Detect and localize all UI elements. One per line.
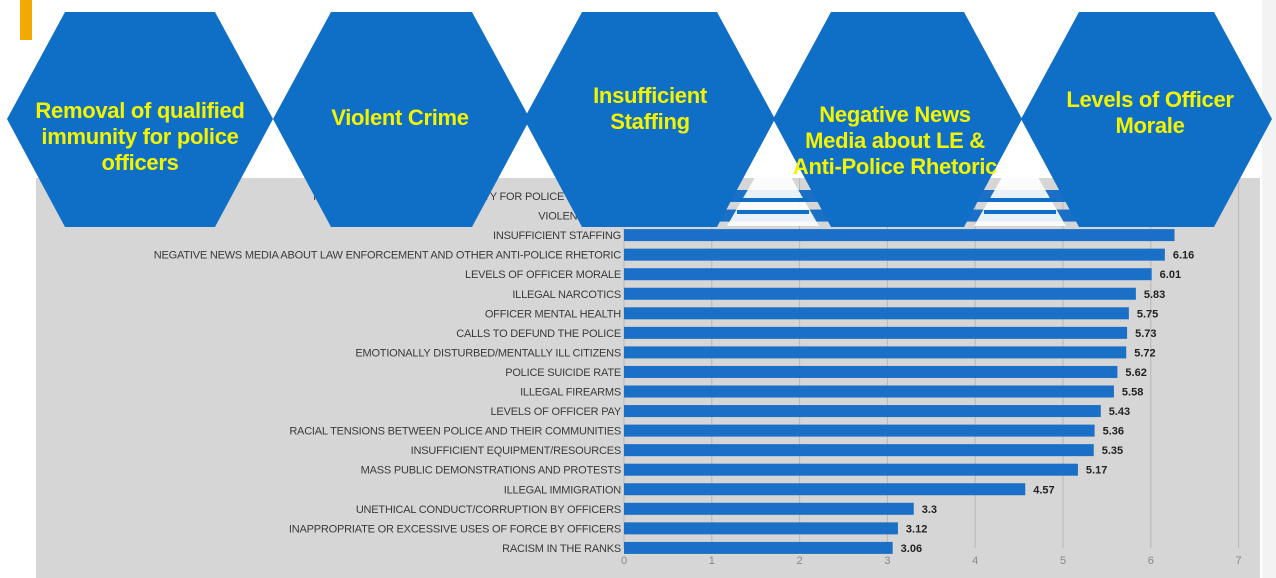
hexagon-label: Levels of Officer Morale	[1050, 78, 1250, 148]
bar	[624, 483, 1025, 495]
data-label: 5.58	[1122, 387, 1143, 399]
bar	[624, 425, 1095, 437]
category-label: ILLEGAL FIREARMS	[520, 387, 621, 399]
bar	[624, 229, 1175, 241]
bar	[624, 522, 898, 534]
category-label: LEVELS OF OFFICER MORALE	[465, 269, 621, 281]
data-label: 5.72	[1134, 347, 1155, 359]
hexagon-label: Violent Crime	[310, 78, 490, 158]
data-label: 3.3	[922, 504, 937, 516]
bar	[624, 268, 1152, 280]
category-label: NEGATIVE NEWS MEDIA ABOUT LAW ENFORCEMEN…	[154, 250, 621, 262]
bar	[624, 386, 1114, 398]
hexagon-label: Removal of qualified immunity for police…	[30, 74, 250, 200]
category-label: POLICE SUICIDE RATE	[505, 367, 621, 379]
tick-label: 3	[884, 555, 890, 567]
data-label: 5.36	[1103, 426, 1124, 438]
bar	[624, 444, 1094, 456]
category-label: RACISM IN THE RANKS	[502, 543, 621, 555]
bar	[624, 542, 893, 554]
tick-label: 1	[709, 555, 715, 567]
bar	[624, 249, 1165, 261]
bar	[624, 366, 1117, 378]
tick-label: 0	[621, 555, 627, 567]
category-label: INSUFFICIENT EQUIPMENT/RESOURCES	[411, 445, 621, 457]
hexagon-label: Insufficient Staffing	[555, 74, 745, 144]
category-label: EMOTIONALLY DISTURBED/MENTALLY ILL CITIZ…	[355, 347, 621, 359]
bar	[624, 307, 1129, 319]
category-label: UNETHICAL CONDUCT/CORRUPTION BY OFFICERS	[356, 504, 621, 516]
category-label: ILLEGAL IMMIGRATION	[504, 484, 621, 496]
data-label: 4.57	[1033, 484, 1054, 496]
category-label: RACIAL TENSIONS BETWEEN POLICE AND THEIR…	[289, 426, 621, 438]
data-label: 3.06	[901, 543, 922, 555]
data-label: 5.83	[1144, 289, 1165, 301]
bar	[624, 464, 1078, 476]
tick-label: 2	[797, 555, 803, 567]
data-label: 6.16	[1173, 250, 1194, 262]
bar	[624, 346, 1126, 358]
category-label: INAPPROPRIATE OR EXCESSIVE USES OF FORCE…	[289, 523, 621, 535]
tick-label: 6	[1148, 555, 1154, 567]
category-label: MASS PUBLIC DEMONSTRATIONS AND PROTESTS	[361, 465, 621, 477]
data-label: 5.62	[1125, 367, 1146, 379]
category-label: ILLEGAL NARCOTICS	[512, 289, 621, 301]
category-label: CALLS TO DEFUND THE POLICE	[456, 328, 621, 340]
data-label: 3.12	[906, 523, 927, 535]
tick-label: 7	[1236, 555, 1242, 567]
data-label: 5.73	[1135, 328, 1156, 340]
category-label: LEVELS OF OFFICER PAY	[491, 406, 622, 418]
category-label: INSUFFICIENT STAFFING	[493, 230, 621, 242]
bar	[624, 327, 1127, 339]
data-label: 5.17	[1086, 465, 1107, 477]
tick-label: 5	[1060, 555, 1066, 567]
data-label: 5.43	[1109, 406, 1130, 418]
data-label: 6.01	[1160, 269, 1181, 281]
category-label: OFFICER MENTAL HEALTH	[485, 308, 621, 320]
tick-label: 4	[972, 555, 978, 567]
bar	[624, 288, 1136, 300]
data-label: 5.75	[1137, 308, 1158, 320]
bar	[624, 503, 914, 515]
data-label: 5.35	[1102, 445, 1123, 457]
hexagon-label: Negative News Media about LE & Anti-Poli…	[790, 78, 1000, 204]
bar	[624, 405, 1101, 417]
